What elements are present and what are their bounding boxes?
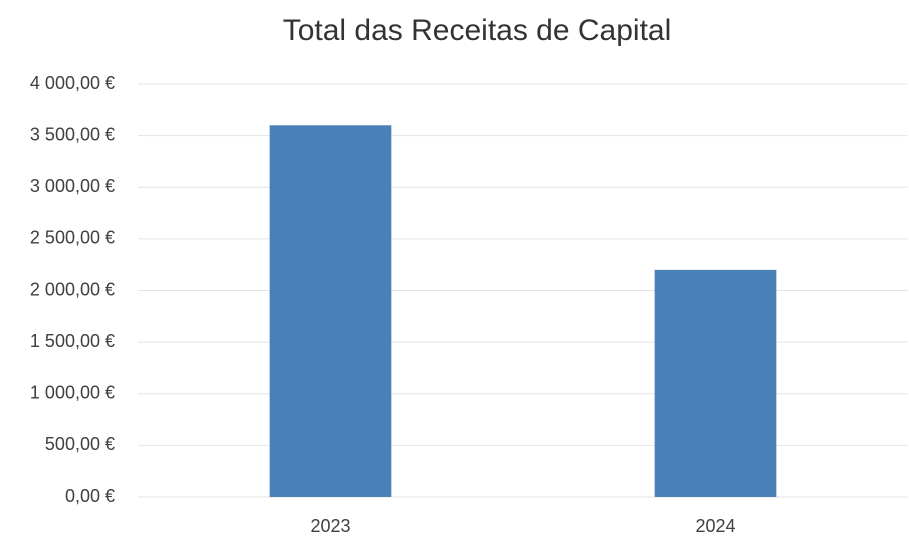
y-tick-label: 0,00 €	[65, 486, 115, 506]
y-tick-label: 4 000,00 €	[30, 73, 115, 93]
x-tick-label: 2023	[310, 516, 350, 536]
y-tick-label: 1 500,00 €	[30, 331, 115, 351]
x-tick-label: 2024	[695, 516, 735, 536]
y-tick-label: 2 000,00 €	[30, 279, 115, 299]
y-tick-label: 1 000,00 €	[30, 383, 115, 403]
bar	[269, 125, 392, 498]
y-tick-label: 3 500,00 €	[30, 124, 115, 144]
y-tick-label: 3 000,00 €	[30, 176, 115, 196]
bar	[654, 269, 777, 497]
y-tick-label: 500,00 €	[45, 434, 115, 454]
chart-title: Total das Receitas de Capital	[283, 14, 672, 47]
y-tick-label: 2 500,00 €	[30, 228, 115, 248]
